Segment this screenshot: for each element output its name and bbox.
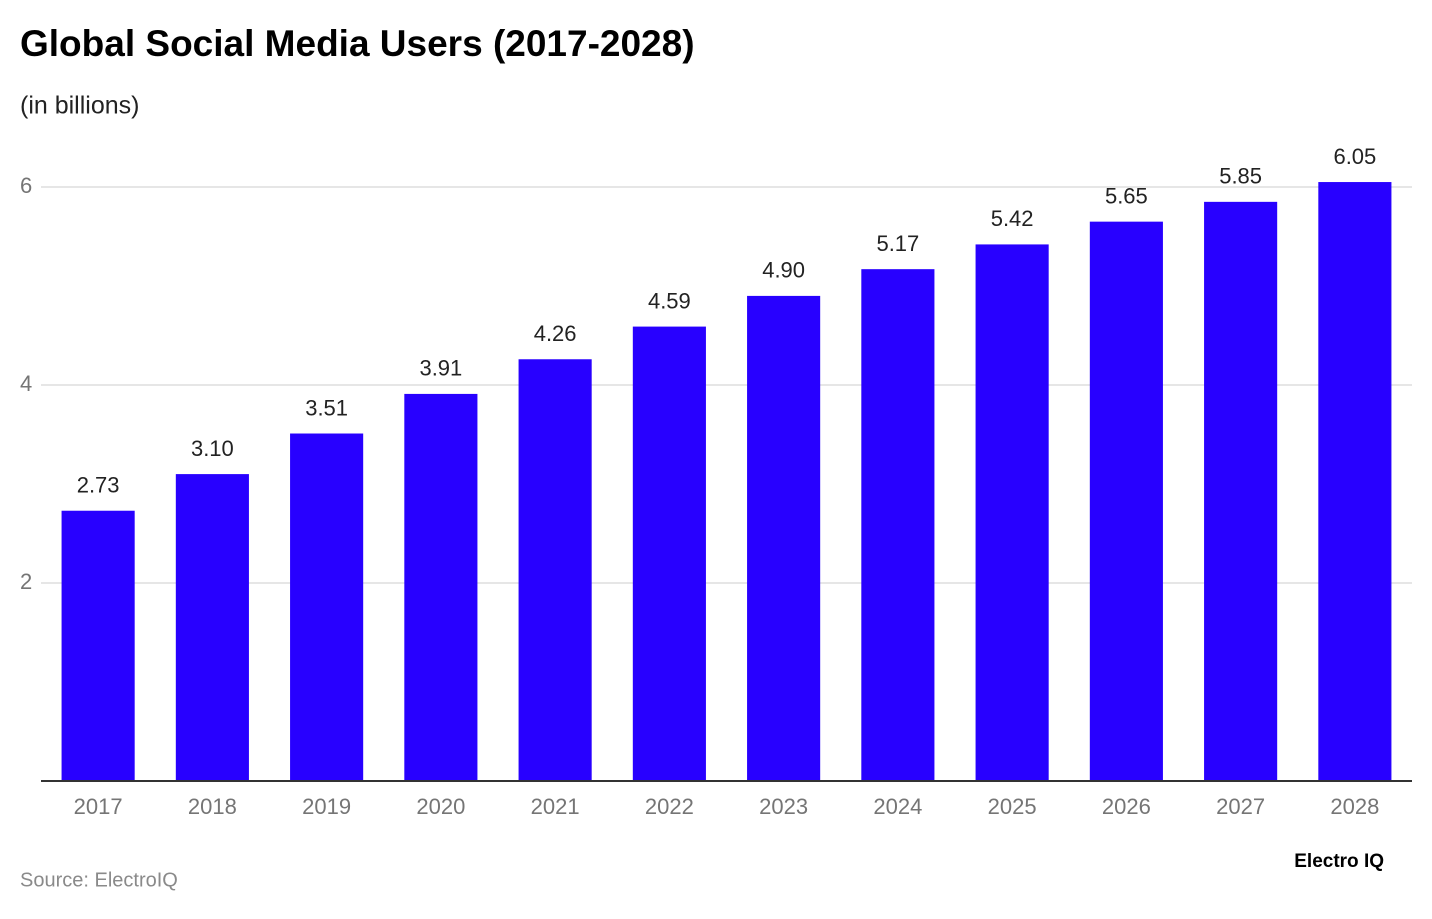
bar (61, 510, 135, 781)
x-tick-label: 2021 (531, 794, 580, 819)
brand: Electro IQ (1294, 851, 1384, 872)
x-tick-label: 2019 (302, 794, 351, 819)
bar (290, 433, 364, 781)
value-label: 5.17 (876, 231, 919, 256)
x-tick-label: 2025 (988, 794, 1037, 819)
value-label: 5.85 (1219, 164, 1262, 189)
bar (632, 326, 706, 781)
chart-subtitle: (in billions) (20, 92, 139, 120)
value-label: 4.90 (762, 258, 805, 283)
bar (861, 269, 935, 781)
value-label: 3.51 (305, 395, 348, 420)
bar (1318, 182, 1392, 782)
bar (1089, 221, 1163, 781)
bar (747, 295, 821, 781)
y-tick-label: 6 (20, 173, 32, 198)
bar (404, 393, 478, 781)
x-tick-label: 2017 (74, 794, 123, 819)
value-label: 2.73 (77, 473, 120, 498)
value-label: 5.42 (991, 206, 1034, 231)
value-label: 3.91 (419, 356, 462, 381)
x-tick-label: 2026 (1102, 794, 1151, 819)
value-label: 5.65 (1105, 183, 1148, 208)
value-label: 4.59 (648, 288, 691, 313)
y-tick-label: 2 (20, 569, 32, 594)
bar (175, 474, 249, 781)
bar (518, 359, 592, 781)
x-tick-label: 2024 (873, 794, 922, 819)
x-tick-label: 2028 (1330, 794, 1379, 819)
bar (975, 244, 1049, 782)
x-tick-label: 2023 (759, 794, 808, 819)
x-tick-label: 2022 (645, 794, 694, 819)
value-label: 4.26 (534, 321, 577, 346)
chart-title: Global Social Media Users (2017-2028) (20, 23, 695, 64)
x-tick-label: 2018 (188, 794, 237, 819)
x-tick-label: 2027 (1216, 794, 1265, 819)
source: Source: ElectroIQ (20, 869, 178, 891)
x-tick-label: 2020 (416, 794, 465, 819)
bar (1204, 201, 1278, 782)
value-label: 6.05 (1333, 144, 1376, 169)
y-tick-label: 4 (20, 371, 32, 396)
value-label: 3.10 (191, 436, 234, 461)
